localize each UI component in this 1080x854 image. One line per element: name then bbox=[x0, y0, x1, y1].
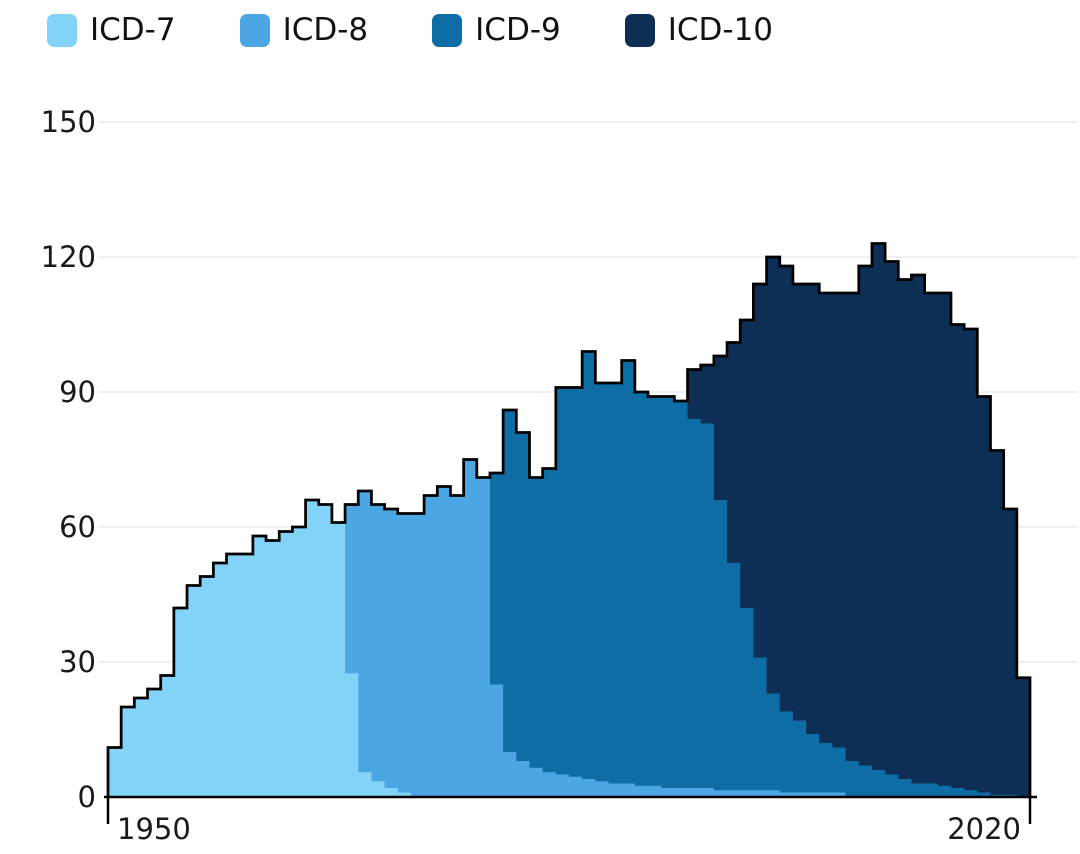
y-tick-label-120: 120 bbox=[41, 240, 96, 274]
y-tick-label-60: 60 bbox=[59, 510, 96, 544]
axes bbox=[104, 795, 1037, 824]
area-icd-7 bbox=[108, 500, 1030, 797]
legend-label-icd10: ICD-10 bbox=[667, 12, 774, 48]
legend-swatch-icd9-icon bbox=[432, 14, 463, 47]
chart-areas bbox=[108, 243, 1030, 797]
legend-label-icd9: ICD-9 bbox=[475, 12, 561, 48]
legend-swatch-icd8-icon bbox=[239, 14, 270, 47]
legend-swatch-icd10-icon bbox=[624, 14, 655, 47]
legend-item-icd9: ICD-9 bbox=[432, 14, 561, 47]
legend-label-icd7: ICD-7 bbox=[90, 12, 176, 48]
legend-item-icd10: ICD-10 bbox=[624, 12, 774, 48]
y-tick-label-30: 30 bbox=[59, 645, 96, 679]
legend: ICD-7 ICD-8 ICD-9 ICD-10 bbox=[47, 14, 773, 47]
x-axis-tick-labels: 1950 2020 bbox=[117, 812, 1021, 846]
legend-label-icd8: ICD-8 bbox=[282, 12, 369, 48]
x-tick-label-2020: 2020 bbox=[947, 812, 1021, 846]
legend-item-icd8: ICD-8 bbox=[239, 12, 369, 48]
y-tick-label-150: 150 bbox=[41, 105, 96, 139]
y-tick-label-0: 0 bbox=[78, 780, 96, 814]
y-tick-label-90: 90 bbox=[59, 375, 96, 409]
legend-item-icd7: ICD-7 bbox=[47, 14, 176, 47]
total-outline bbox=[106, 242, 1032, 797]
legend-swatch-icd7-icon bbox=[47, 14, 77, 47]
x-tick-label-1950: 1950 bbox=[117, 812, 191, 846]
y-axis-tick-labels: 0 30 60 90 120 150 bbox=[41, 105, 96, 814]
